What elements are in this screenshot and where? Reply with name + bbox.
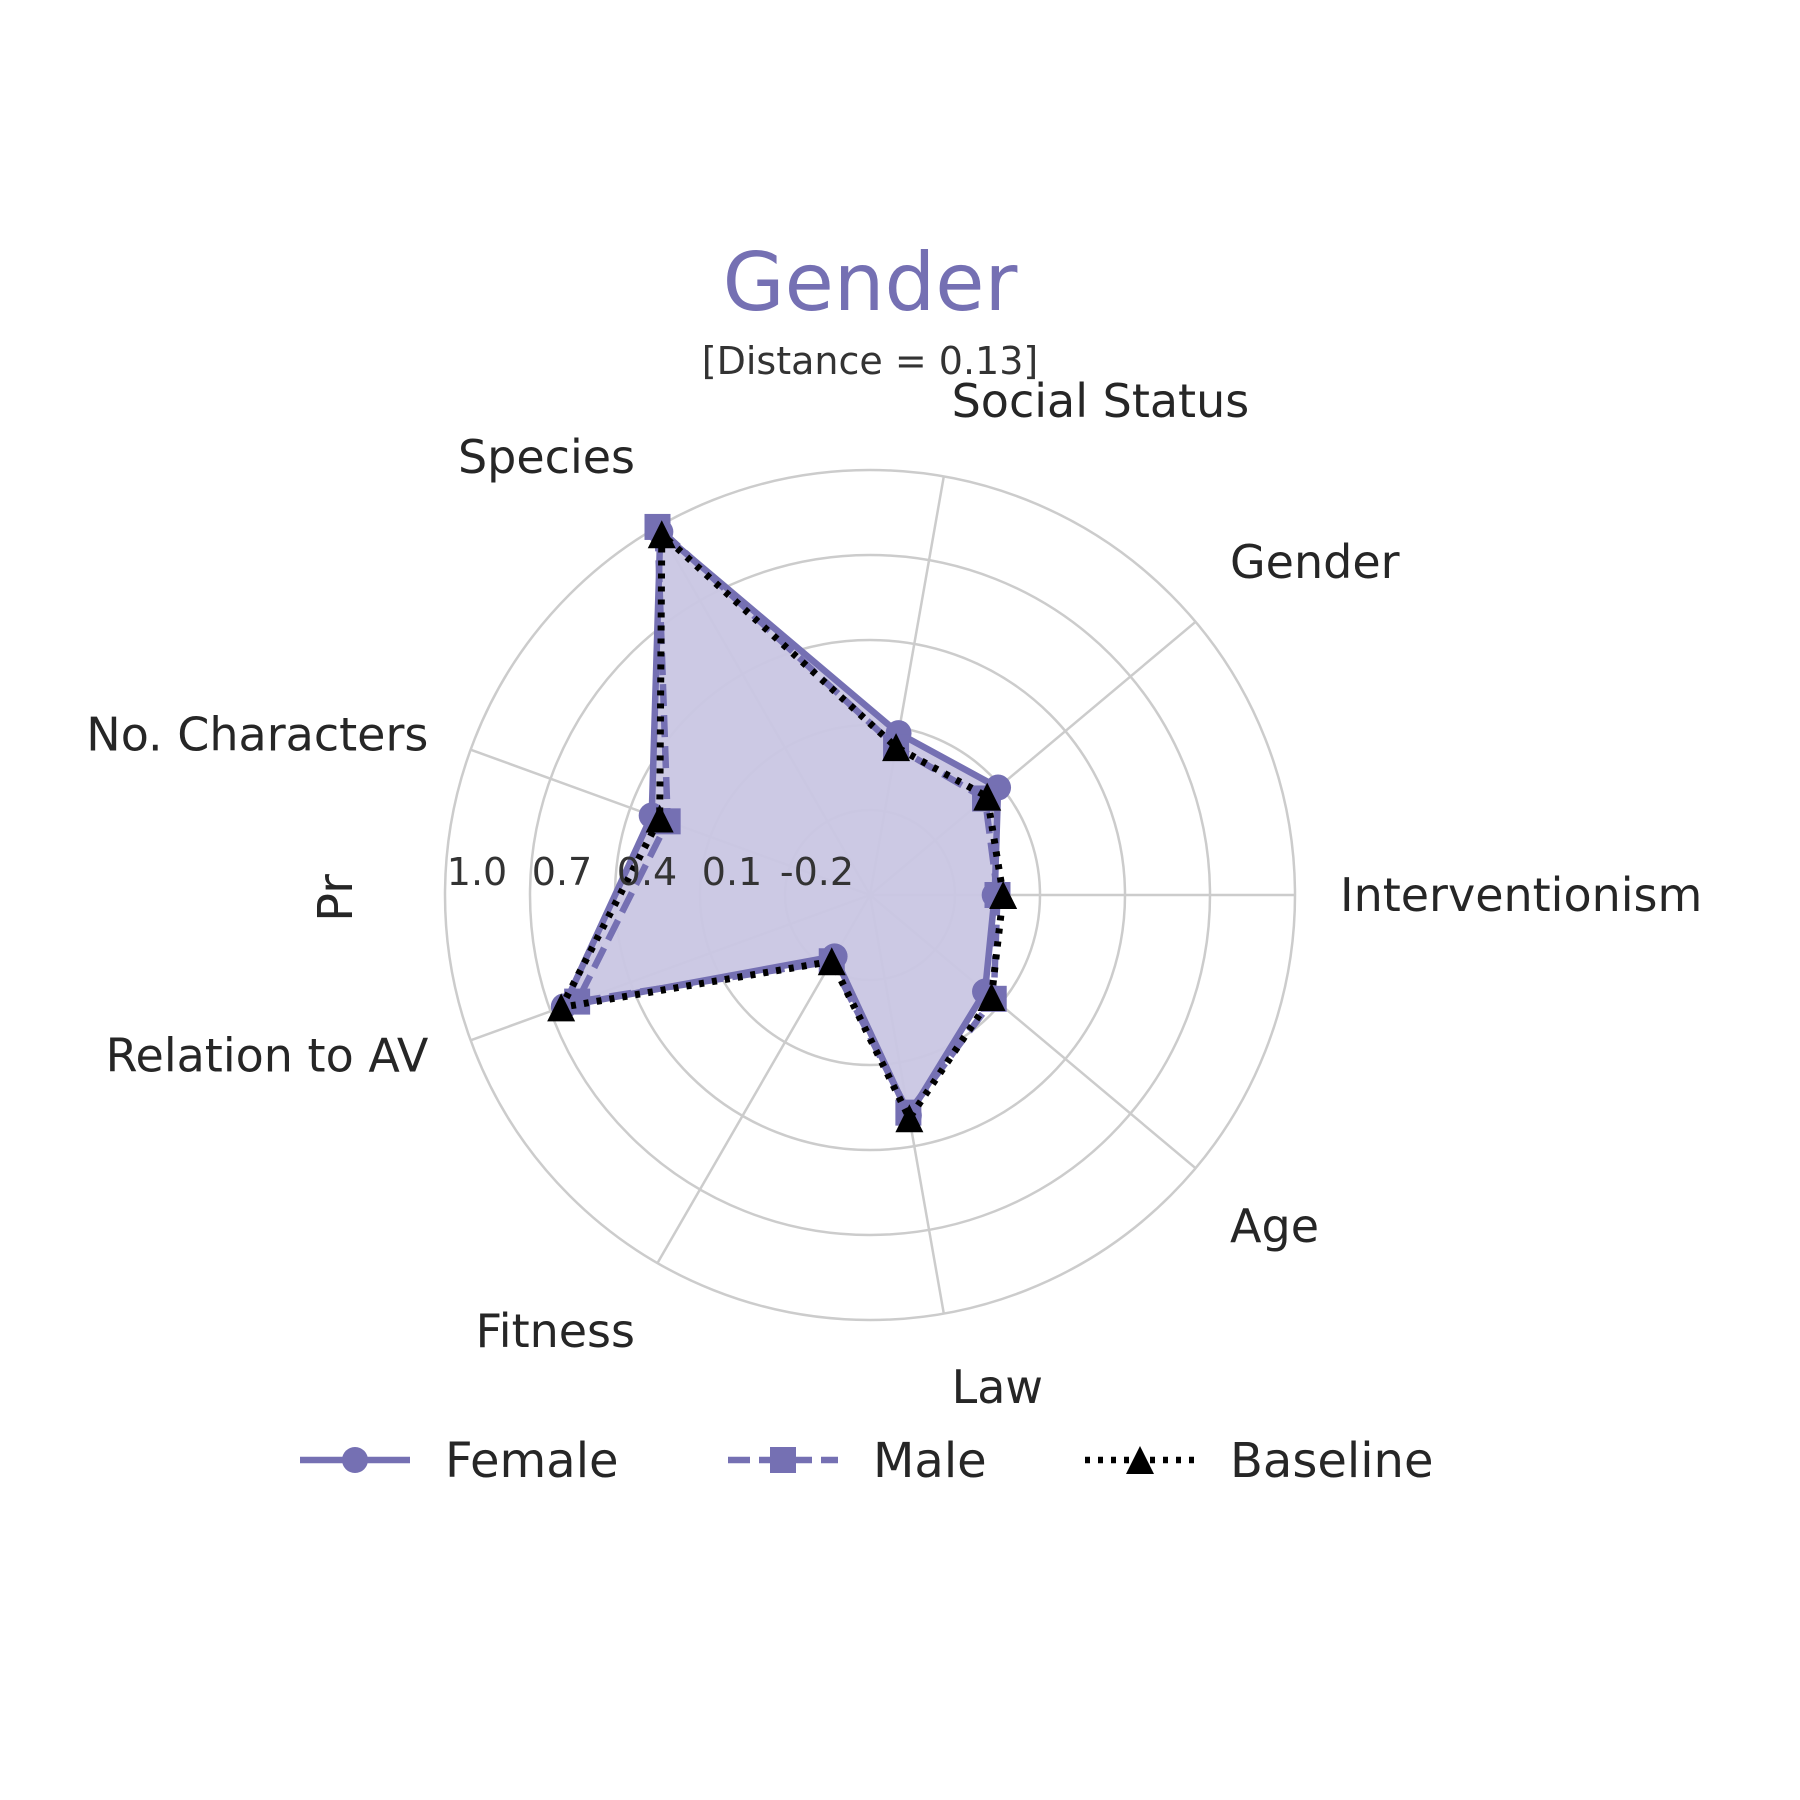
radial-tick-labels: -0.2 0.1 0.4 0.7 1.0 — [447, 850, 854, 894]
legend-item-female: Female — [300, 1433, 619, 1489]
legend-marker-baseline — [1126, 1446, 1154, 1474]
point-baseline-5 — [547, 993, 576, 1022]
radial-tick-4: 1.0 — [447, 850, 507, 894]
series-layer — [547, 513, 1018, 1133]
radial-tick-1: 0.1 — [702, 850, 762, 894]
chart-title: Gender — [723, 236, 1018, 329]
legend: Female Male Baseline — [300, 1433, 1434, 1489]
legend-label-baseline: Baseline — [1230, 1433, 1434, 1489]
point-baseline-3 — [647, 520, 676, 549]
series-baseline — [547, 520, 1018, 1133]
point-baseline-0 — [989, 881, 1018, 909]
series-fill-layer — [563, 531, 999, 1116]
axis-labels: Interventionism Gender Social Status Specie… — [86, 374, 1702, 1414]
series-fill-female — [563, 531, 999, 1116]
axis-label-age: Age — [1230, 1199, 1319, 1253]
radial-tick-3: 0.7 — [532, 850, 592, 894]
point-baseline-1 — [973, 782, 1002, 811]
y-axis-label: Pr — [308, 874, 364, 922]
series-line-male — [573, 523, 1001, 1116]
legend-label-male: Male — [873, 1433, 987, 1489]
chart-subtitle: [Distance = 0.13] — [702, 339, 1038, 383]
point-baseline-8 — [977, 982, 1006, 1011]
radial-tick-2: 0.4 — [617, 850, 677, 894]
axis-label-fitness: Fitness — [476, 1304, 635, 1358]
point-baseline-4 — [645, 804, 674, 833]
legend-label-female: Female — [445, 1433, 619, 1489]
axis-label-no-characters: No. Characters — [86, 707, 428, 761]
legend-marker-male — [770, 1447, 796, 1473]
series-line-baseline — [557, 530, 1007, 1122]
point-baseline-7 — [895, 1104, 924, 1133]
point-baseline-6 — [817, 947, 846, 976]
legend-marker-female — [342, 1447, 368, 1473]
axis-label-gender: Gender — [1230, 535, 1400, 589]
legend-item-baseline: Baseline — [1085, 1433, 1434, 1489]
axis-label-law: Law — [952, 1360, 1043, 1414]
radial-tick-0: -0.2 — [780, 850, 854, 894]
axis-label-social-status: Social Status — [952, 374, 1250, 428]
axis-label-species: Species — [458, 430, 635, 484]
axis-label-interventionism: Interventionism — [1340, 868, 1702, 922]
axis-label-relation-to-av: Relation to AV — [106, 1029, 429, 1083]
point-baseline-2 — [882, 733, 911, 762]
legend-item-male: Male — [728, 1433, 987, 1489]
